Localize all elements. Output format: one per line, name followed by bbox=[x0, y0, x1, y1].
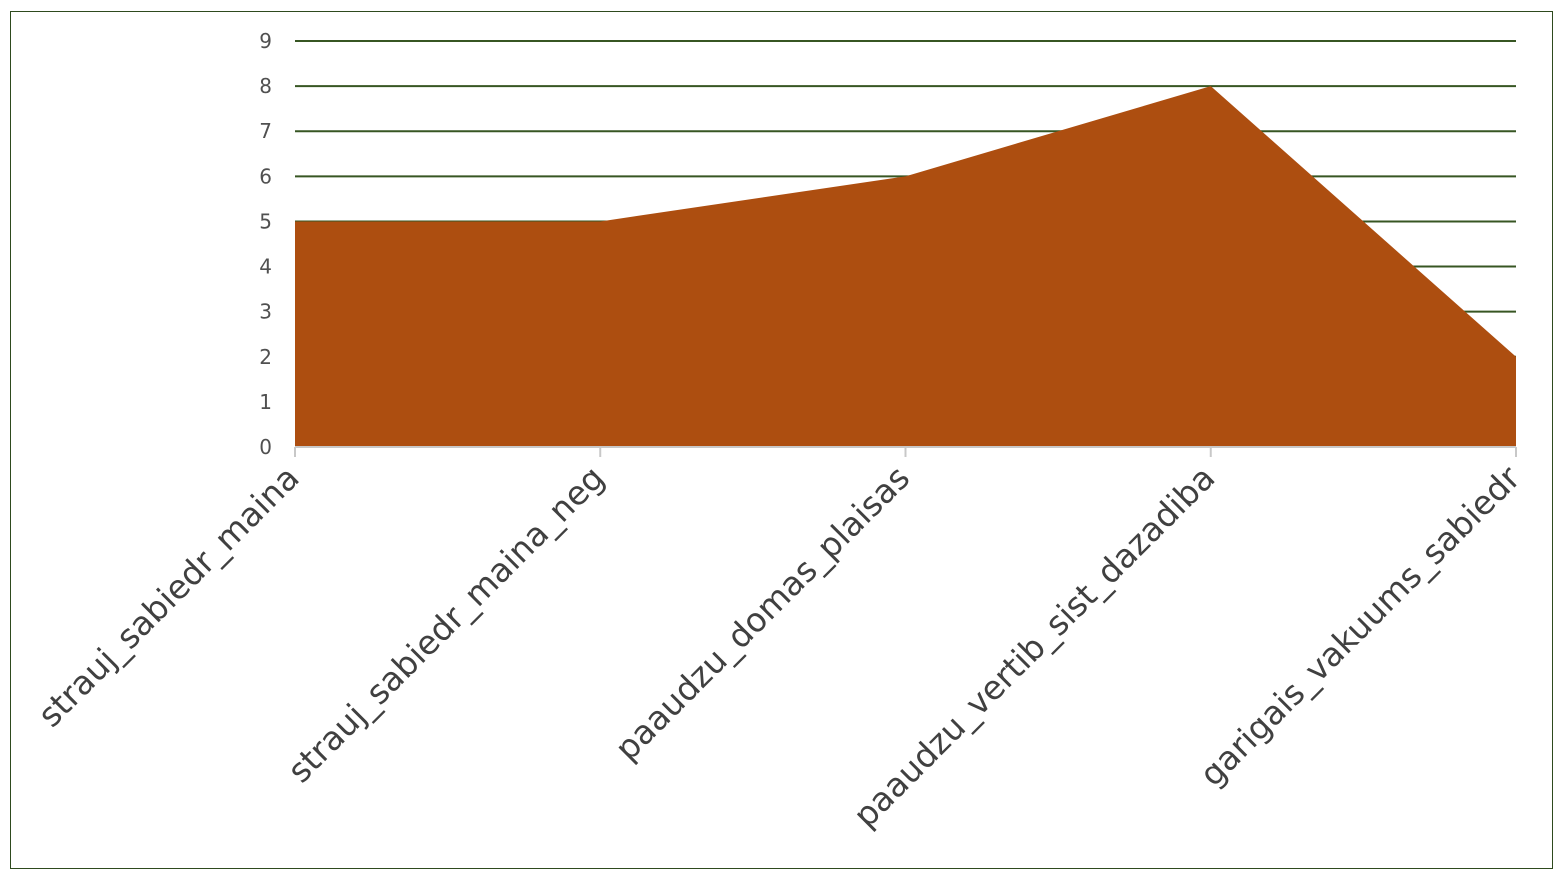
y-tick-label: 1 bbox=[259, 390, 272, 414]
y-tick-label: 3 bbox=[259, 300, 272, 324]
y-tick-label: 4 bbox=[259, 255, 272, 279]
x-tick-label: paaudzu_vertib_sist_dazadiba bbox=[846, 458, 1223, 835]
y-tick-label: 9 bbox=[259, 29, 272, 53]
x-axis-ticks: strauj_sabiedr_mainastrauj_sabiedr_maina… bbox=[30, 458, 1528, 835]
y-tick-label: 2 bbox=[259, 345, 272, 369]
y-tick-label: 0 bbox=[259, 435, 272, 459]
y-axis-ticks: 0 1 2 3 4 5 6 7 8 9 bbox=[259, 29, 272, 459]
chart-frame bbox=[10, 11, 1553, 869]
y-tick-label: 8 bbox=[259, 74, 272, 98]
y-tick-label: 6 bbox=[259, 164, 272, 188]
x-tick-label: garigais_vakuums_sabiedr bbox=[1192, 458, 1528, 794]
area-series-fill bbox=[295, 86, 1516, 447]
x-tick-label: strauj_sabiedr_maina bbox=[30, 458, 307, 735]
area-series bbox=[294, 86, 1517, 447]
x-tick-label: paaudzu_domas_plaisas bbox=[607, 458, 917, 768]
x-axis bbox=[294, 446, 1517, 457]
x-tick-label: strauj_sabiedr_maina_neg bbox=[280, 458, 612, 790]
y-tick-label: 5 bbox=[259, 209, 272, 233]
y-tick-label: 7 bbox=[259, 119, 272, 143]
